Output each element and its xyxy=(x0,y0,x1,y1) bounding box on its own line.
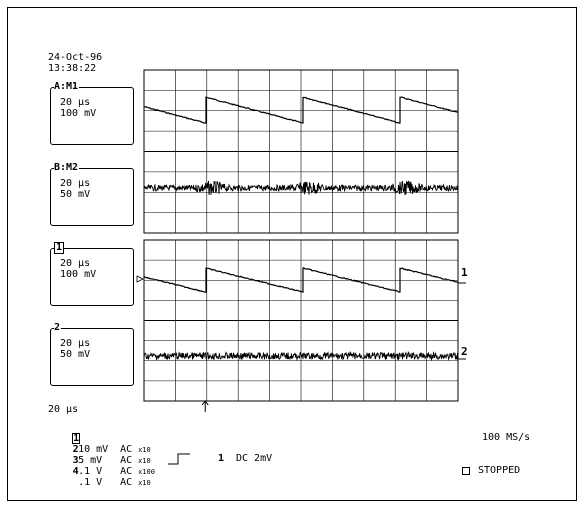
channel-volts: .1 V xyxy=(78,466,103,477)
channel-probe: x10 xyxy=(138,457,151,465)
channel-setting-row[interactable]: 4 .1 V AC x10 xyxy=(48,455,151,500)
date-label: 24-Oct-96 xyxy=(48,52,103,63)
channel-probe: x100 xyxy=(138,468,155,476)
channel-b-box[interactable] xyxy=(50,168,134,226)
channel-number: 2 xyxy=(72,444,79,455)
channel-setting-row[interactable]: 3 .1 V AC x100 xyxy=(48,444,155,489)
channel-1-title: 1 xyxy=(54,242,65,254)
channel-probe: x10 xyxy=(138,446,151,454)
acquisition-status: STOPPED xyxy=(478,465,521,476)
sample-rate: 100 MS/s xyxy=(482,432,531,443)
channel-coupling: AC xyxy=(120,455,133,466)
rising-edge-icon xyxy=(168,453,190,465)
scope-frame xyxy=(7,7,577,501)
channel-coupling: AC xyxy=(120,466,133,477)
channel-b-volts: 50 mV xyxy=(60,189,91,200)
channel-volts: 5 mV xyxy=(78,455,103,466)
trace-b-waveform xyxy=(143,180,459,196)
trace-2-waveform xyxy=(143,350,459,361)
channel-b-title: B:M2 xyxy=(54,162,80,173)
trigger-channel: 1 xyxy=(218,453,225,464)
trigger-coupling: DC 2mV xyxy=(236,453,273,464)
trace-2-marker: 2 xyxy=(461,345,468,358)
trace-a-waveform xyxy=(143,96,459,124)
channel-volts: 10 mV xyxy=(78,444,109,455)
channel-b-time: 20 µs xyxy=(60,178,91,189)
channel-volts: .1 V xyxy=(78,477,103,488)
channel-1-volts: 100 mV xyxy=(60,269,97,280)
channel-2-time: 20 µs xyxy=(60,338,91,349)
trace-1-marker: 1 xyxy=(461,266,468,279)
channel-coupling: AC xyxy=(120,444,133,455)
up-arrow-head xyxy=(201,400,209,406)
channel-2-volts: 50 mV xyxy=(60,349,91,360)
channel-2-box[interactable] xyxy=(50,328,134,386)
trigger-level-marker xyxy=(136,275,144,283)
channel-a-box[interactable] xyxy=(50,87,134,145)
channel-2-title: 2 xyxy=(54,322,62,333)
square-icon xyxy=(462,467,470,475)
channel-number: 4 xyxy=(72,466,79,477)
channel-coupling: AC xyxy=(120,477,133,488)
channel-number: 3 xyxy=(72,455,79,466)
channel-setting-row[interactable]: 1 10 mV AC x10 xyxy=(48,422,151,467)
timebase-label: 20 µs xyxy=(48,404,79,415)
channel-a-time: 20 µs xyxy=(60,97,91,108)
time-label: 13:38:22 xyxy=(48,63,97,74)
channel-a-title: A:M1 xyxy=(54,81,80,92)
trace-1-waveform xyxy=(143,267,459,293)
channel-1-time: 20 µs xyxy=(60,258,91,269)
channel-a-volts: 100 mV xyxy=(60,108,97,119)
channel-probe: x10 xyxy=(138,479,151,487)
channel-1-box[interactable] xyxy=(50,248,134,306)
channel-setting-row[interactable]: 2 5 mV AC x10 xyxy=(48,433,151,478)
